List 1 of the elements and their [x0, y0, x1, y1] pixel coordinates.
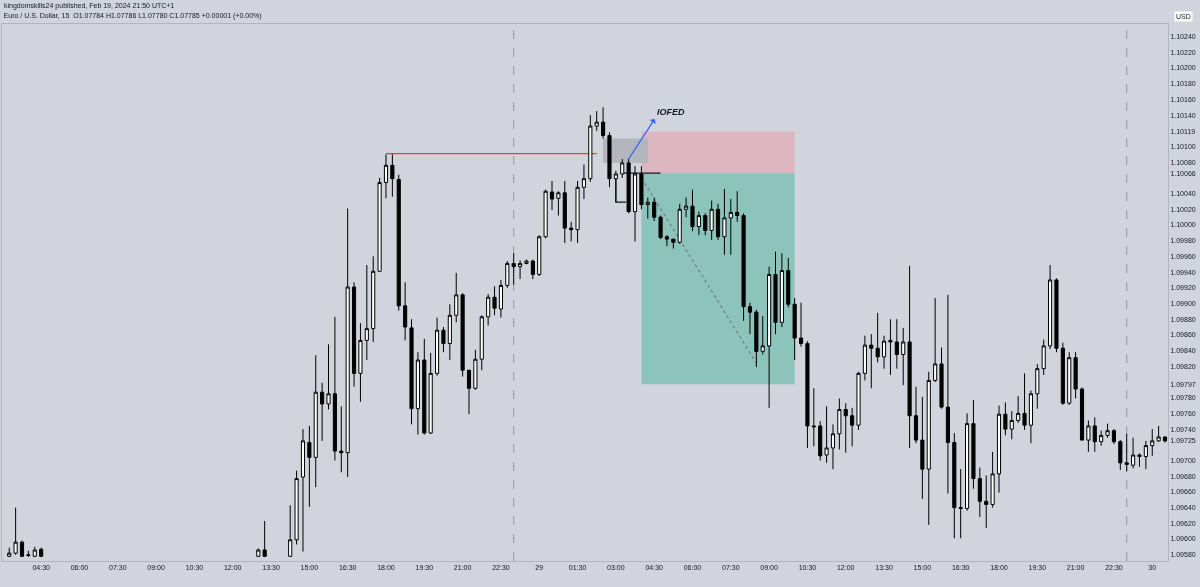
- annotation: IOFED: [657, 107, 685, 117]
